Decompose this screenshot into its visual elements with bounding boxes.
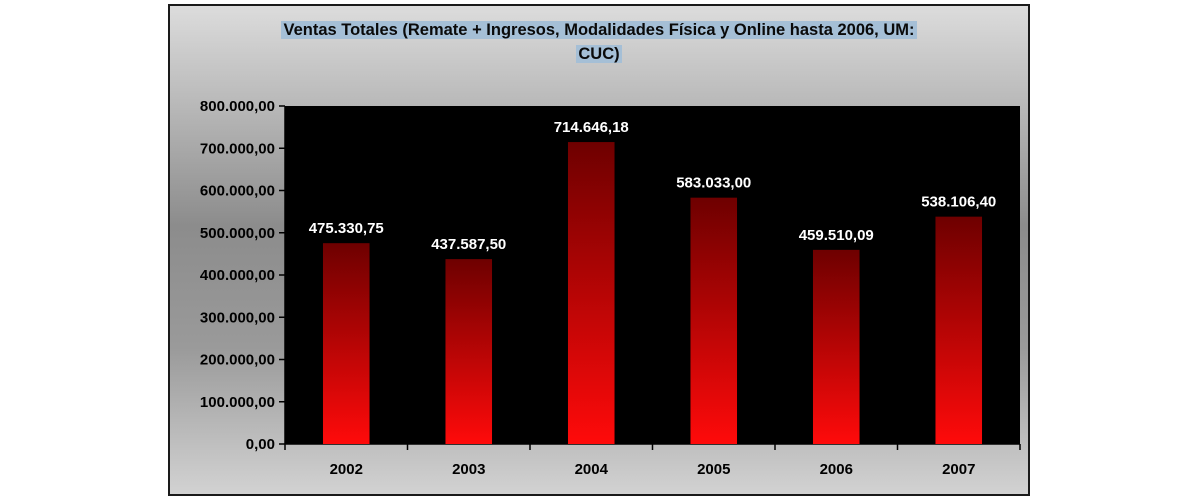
y-tick-label: 200.000,00: [200, 352, 275, 369]
data-label-2004: 714.646,18: [554, 119, 629, 136]
y-tick-label: 800.000,00: [200, 98, 275, 115]
bar-2003: [445, 259, 493, 444]
plot-area: [285, 106, 1020, 444]
x-tick-label: 2004: [575, 461, 609, 478]
x-tick-label: 2007: [942, 461, 975, 478]
bar-2006: [812, 249, 860, 444]
bar-2002: [322, 243, 370, 444]
x-tick-label: 2002: [330, 461, 363, 478]
bar-2005: [690, 197, 738, 444]
data-label-2002: 475.330,75: [309, 220, 384, 237]
x-tick-label: 2005: [697, 461, 730, 478]
y-tick-label: 400.000,00: [200, 267, 275, 284]
chart-title-line2: CUC): [576, 45, 622, 63]
y-tick-label: 100.000,00: [200, 394, 275, 411]
bar-2004: [567, 142, 615, 444]
x-tick-label: 2006: [820, 461, 853, 478]
data-label-2005: 583.033,00: [676, 175, 751, 192]
y-tick-label: 600.000,00: [200, 183, 275, 200]
y-tick-label: 700.000,00: [200, 140, 275, 157]
x-tick-label: 2003: [452, 461, 485, 478]
data-label-2003: 437.587,50: [431, 236, 506, 253]
bar-2007: [935, 216, 983, 444]
y-tick-label: 0,00: [246, 436, 275, 453]
chart-title-line1: Ventas Totales (Remate + Ingresos, Modal…: [281, 21, 917, 39]
data-label-2006: 459.510,09: [799, 227, 874, 244]
chart-title: Ventas Totales (Remate + Ingresos, Modal…: [168, 18, 1030, 66]
y-tick-label: 500.000,00: [200, 225, 275, 242]
y-tick-label: 300.000,00: [200, 309, 275, 326]
data-label-2007: 538.106,40: [921, 194, 996, 211]
